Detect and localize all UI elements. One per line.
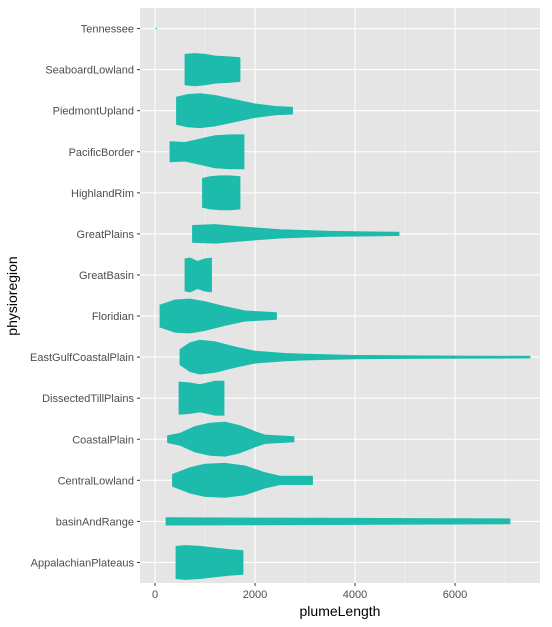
violin-Floridian — [159, 298, 277, 334]
x-tick-label: 4000 — [343, 589, 367, 601]
violins — [155, 27, 531, 580]
y-tick-label: CentralLowland — [58, 475, 134, 487]
violin-SeaboardLowland — [184, 53, 241, 87]
violin-Tennessee — [155, 27, 157, 30]
y-tick-label: DissectedTillPlains — [42, 393, 134, 405]
violin-GreatBasin — [184, 257, 212, 293]
x-tick-label: 2000 — [243, 589, 267, 601]
y-axis-ticks: AppalachianPlateaus basinAndRange CentralL… — [30, 24, 140, 569]
violin-HighlandRim — [202, 175, 241, 211]
violin-PiedmontUpland — [176, 93, 293, 129]
y-axis-title: physioregion — [4, 256, 20, 335]
violin-DissectedTillPlains — [178, 380, 225, 416]
violin-CentralLowland — [172, 462, 313, 498]
y-tick-label: AppalachianPlateaus — [31, 557, 135, 569]
violin-EastGulfCoastalPlain — [179, 339, 531, 375]
y-tick-label: PacificBorder — [69, 147, 135, 159]
x-axis-title: plumeLength — [300, 603, 381, 619]
y-tick-label: basinAndRange — [56, 516, 134, 528]
violin-GreatPlains — [192, 224, 400, 244]
x-tick-label: 0 — [152, 589, 158, 601]
violin-CoastalPlain — [167, 421, 295, 457]
y-tick-label: GreatPlains — [77, 229, 135, 241]
y-tick-label: PiedmontUpland — [53, 106, 134, 118]
x-axis-ticks: 0 2000 4000 6000 — [152, 583, 467, 601]
violin-PacificBorder — [169, 134, 245, 170]
violin-basinAndRange — [165, 517, 511, 526]
x-tick-label: 6000 — [443, 589, 467, 601]
y-tick-label: Floridian — [92, 311, 134, 323]
y-tick-label: SeaboardLowland — [45, 65, 134, 77]
y-tick-label: CoastalPlain — [72, 434, 134, 446]
y-tick-label: Tennessee — [81, 24, 134, 36]
violin-AppalachianPlateaus — [175, 545, 244, 580]
y-tick-label: EastGulfCoastalPlain — [30, 352, 134, 364]
y-tick-label: GreatBasin — [79, 270, 134, 282]
y-tick-label: HighlandRim — [71, 188, 134, 200]
